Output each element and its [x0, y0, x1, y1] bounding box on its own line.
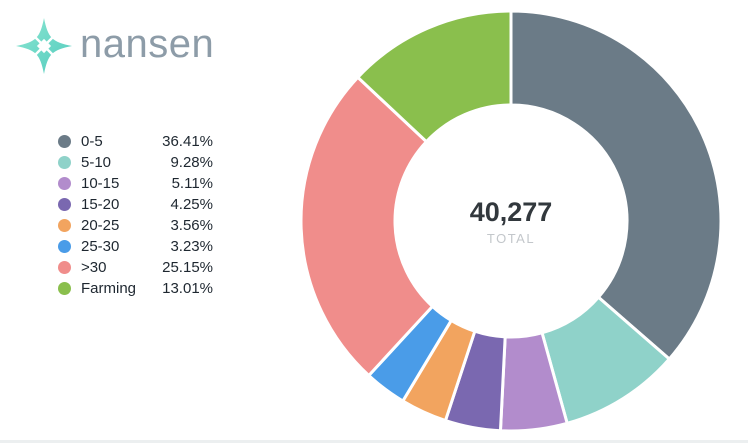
legend-swatch: [58, 156, 71, 169]
legend-label: 10-15: [81, 175, 120, 192]
donut-chart: [299, 9, 723, 433]
legend-label: Farming: [81, 280, 137, 297]
legend-value: 4.25%: [170, 196, 213, 213]
legend-label: >30: [81, 259, 107, 276]
legend-swatch: [58, 198, 71, 211]
legend-label: 20-25: [81, 217, 120, 234]
legend-item[interactable]: 20-25 3.56%: [58, 215, 213, 236]
legend-swatch: [58, 177, 71, 190]
legend-item[interactable]: >30 25.15%: [58, 257, 213, 278]
legend-item[interactable]: 0-5 36.41%: [58, 131, 213, 152]
legend-swatch: [58, 240, 71, 253]
nansen-sparkle-icon: [12, 14, 76, 78]
legend: 0-5 36.41% 5-10 9.28% 10-15 5.11% 15-20 4.25% 20…: [58, 131, 213, 299]
legend-item[interactable]: 25-30 3.23%: [58, 236, 213, 257]
legend-value: 9.28%: [170, 154, 213, 171]
nansen-logo-text: nansen: [80, 22, 215, 66]
legend-value: 25.15%: [162, 259, 213, 276]
legend-label: 5-10: [81, 154, 112, 171]
legend-label: 15-20: [81, 196, 120, 213]
donut-slice-Farming[interactable]: [356, 9, 513, 144]
legend-swatch: [58, 261, 71, 274]
legend-value: 13.01%: [162, 280, 213, 297]
legend-item[interactable]: Farming 13.01%: [58, 278, 213, 299]
legend-item[interactable]: 10-15 5.11%: [58, 173, 213, 194]
legend-value: 36.41%: [162, 133, 213, 150]
legend-value: 3.56%: [170, 217, 213, 234]
bottom-divider: [0, 440, 748, 443]
legend-label: 25-30: [81, 238, 120, 255]
legend-item[interactable]: 5-10 9.28%: [58, 152, 213, 173]
donut-chart-wrap: [296, 6, 726, 436]
legend-value: 5.11%: [171, 175, 213, 192]
legend-value: 3.23%: [170, 238, 213, 255]
legend-label: 0-5: [81, 133, 103, 150]
nansen-logo[interactable]: nansen: [12, 14, 214, 78]
legend-item[interactable]: 15-20 4.25%: [58, 194, 213, 215]
legend-swatch: [58, 219, 71, 232]
donut-slice->30[interactable]: [299, 75, 434, 378]
legend-swatch: [58, 282, 71, 295]
legend-swatch: [58, 135, 71, 148]
donut-slice-0-5[interactable]: [509, 9, 723, 361]
